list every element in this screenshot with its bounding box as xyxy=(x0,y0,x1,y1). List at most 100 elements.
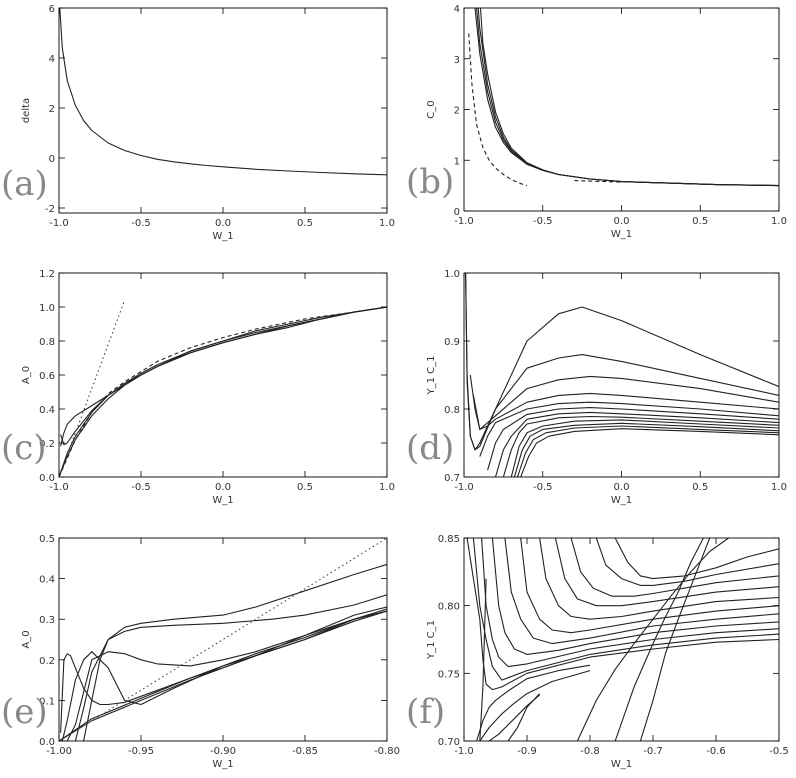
panel-e-ytick-label: 0.4 xyxy=(39,575,55,586)
panel-b-frame xyxy=(463,7,780,212)
panel-e-x-axis-label: W_1 xyxy=(212,759,233,770)
panel-f-series-line-10 xyxy=(614,538,779,580)
panel-d-series-line-11 xyxy=(520,428,779,477)
panel-f-series-line-2 xyxy=(481,538,779,668)
panel-c-series-line-4 xyxy=(59,306,387,477)
panel-c-frame xyxy=(58,272,388,478)
panel-c-series-line-0 xyxy=(59,306,387,477)
panel-e-series-line-3 xyxy=(61,610,387,741)
panel-b-y-axis-label: C_0 xyxy=(426,100,437,118)
panel-d-ytick-label: 0.8 xyxy=(444,405,460,416)
panel-d-series-line-4 xyxy=(479,401,779,457)
panel-b-series-line-4 xyxy=(468,33,528,187)
panel-f-frame xyxy=(463,537,780,742)
panel-b-panel-label: (b) xyxy=(406,162,454,202)
panel-a-series-line-0 xyxy=(59,8,387,176)
panel-f-xtick-label: -0.5 xyxy=(769,746,789,757)
panel-e-series-line-0 xyxy=(59,610,387,741)
panel-d-series-line-5 xyxy=(487,407,779,471)
panel-a-ytick-label: -2 xyxy=(45,204,55,215)
panel-c-xtick-label: 1.0 xyxy=(379,482,395,493)
panel-c-ytick-label: 1.0 xyxy=(39,303,55,314)
panel-d-ytick-label: 0.9 xyxy=(444,337,460,348)
panel-d-series-group xyxy=(465,273,779,477)
panel-d: -1.0 -0.5 0.0 0.5 1.0 0.7 0.8 0.9 1.0 W_1 Y_1 C_1 (… xyxy=(406,269,787,506)
panel-f-series-line-6 xyxy=(539,538,779,620)
panel-c-series-line-1 xyxy=(59,306,387,477)
panel-c-y-axis-label: A_0 xyxy=(21,366,32,384)
panel-e-xtick-label: -0.95 xyxy=(128,746,154,757)
panel-e: -1.00 -0.95 -0.90 -0.85 -0.80 0.0 0.1 0.2 0.3 0.4… xyxy=(1,534,400,770)
panel-e-ytick-label: 0.1 xyxy=(39,696,55,707)
panel-a-y-axis-label: delta xyxy=(21,98,32,123)
panel-a-series-group xyxy=(59,8,387,176)
panel-d-ytick-label: 0.7 xyxy=(444,473,460,484)
panel-e-xtick-label: -1.00 xyxy=(46,746,72,757)
panel-f-series-line-7 xyxy=(554,538,779,607)
panel-e-series-line-5 xyxy=(74,594,387,741)
panel-c-series-line-2 xyxy=(60,306,387,446)
panel-d-series-line-6 xyxy=(494,411,779,477)
panel-b-series-group xyxy=(468,8,779,187)
panel-a-ytick-label: 4 xyxy=(49,54,55,65)
panel-e-series-line-7 xyxy=(59,538,387,741)
panel-b-xtick-label: 0.5 xyxy=(692,216,708,227)
panel-f-series-line-16 xyxy=(614,538,704,741)
panel-a-panel-label: (a) xyxy=(1,164,48,204)
panel-e-ytick-label: 0.3 xyxy=(39,615,55,626)
panel-b-xtick-label: -0.5 xyxy=(533,216,553,227)
panel-c-ytick-label: 1.2 xyxy=(39,269,55,280)
panel-f-xtick-label: -0.8 xyxy=(580,746,600,757)
panel-f: -1.0 -0.9 -0.8 -0.7 -0.6 -0.5 0.70 0.75 0.80 0.85… xyxy=(406,534,789,770)
panel-c-ytick-label: 0.6 xyxy=(39,371,55,382)
panel-e-ytick-label: 0.2 xyxy=(39,656,55,667)
panel-f-series-line-0 xyxy=(466,538,779,691)
panel-f-y-axis-label: Y_1 C_1 xyxy=(426,620,437,660)
panel-c-xtick-label: 0.5 xyxy=(297,482,313,493)
panel-a-x-axis-label: W_1 xyxy=(212,231,233,242)
panel-f-xtick-label: -0.9 xyxy=(517,746,537,757)
panel-c: -1.0 -0.5 0.0 0.5 1.0 0.0 0.2 0.4 0.6 0.8 1.0 1.2 W_… xyxy=(1,269,395,506)
panel-f-ytick-label: 0.75 xyxy=(438,669,460,680)
panel-d-series-line-10 xyxy=(516,425,779,477)
panel-f-series-line-8 xyxy=(570,538,779,597)
panel-c-ytick-label: 0.2 xyxy=(39,439,55,450)
panel-d-y-axis-label: Y_1 C_1 xyxy=(426,356,437,396)
panel-f-series-group xyxy=(466,538,779,741)
panel-f-series-line-4 xyxy=(504,538,779,645)
panel-f-ytick-label: 0.70 xyxy=(438,737,460,748)
panel-e-ytick-label: 0.0 xyxy=(39,737,55,748)
panel-c-xtick-label: 0.0 xyxy=(215,482,231,493)
panel-d-series-line-8 xyxy=(510,419,779,477)
panel-c-panel-label: (c) xyxy=(1,428,47,468)
panel-f-series-line-15 xyxy=(576,538,729,741)
panel-e-series-group xyxy=(59,538,387,741)
panel-c-xtick-label: -0.5 xyxy=(131,482,151,493)
panel-d-panel-label: (d) xyxy=(406,428,454,468)
panel-b-xtick-label: 0.0 xyxy=(614,216,630,227)
panel-f-x-axis-label: W_1 xyxy=(611,759,632,770)
panel-f-series-line-18 xyxy=(479,578,487,741)
panel-f-xtick-label: -1.0 xyxy=(454,746,474,757)
panel-f-series-line-5 xyxy=(520,538,779,634)
panel-b-ytick-label: 4 xyxy=(454,4,460,15)
panel-e-y-axis-label: A_0 xyxy=(21,630,32,648)
panel-f-series-line-9 xyxy=(595,538,779,586)
panel-d-series-line-7 xyxy=(502,415,779,477)
panel-f-series-line-11 xyxy=(476,664,591,741)
panel-d-x-axis-label: W_1 xyxy=(611,495,632,506)
panel-a-ytick-label: 0 xyxy=(49,154,55,165)
panel-e-series-line-4 xyxy=(66,606,387,741)
panel-a-xtick-label: -0.5 xyxy=(131,218,151,229)
panel-a: -1.0 -0.5 0.0 0.5 1.0 -2 0 2 4 6 W_1 delta (a) xyxy=(1,4,395,242)
panel-a-ytick-label: 2 xyxy=(49,104,55,115)
panel-c-xtick-label: -1.0 xyxy=(49,482,69,493)
panel-a-frame xyxy=(58,7,388,214)
panel-b-ytick-label: 2 xyxy=(454,106,460,117)
panel-f-series-line-12 xyxy=(479,670,591,741)
panel-b-series-line-3 xyxy=(479,8,779,187)
panel-d-series-line-9 xyxy=(513,422,779,477)
panel-d-xtick-label: -1.0 xyxy=(454,482,474,493)
panel-f-series-line-14 xyxy=(507,693,541,741)
panel-f-xtick-label: -0.7 xyxy=(643,746,663,757)
